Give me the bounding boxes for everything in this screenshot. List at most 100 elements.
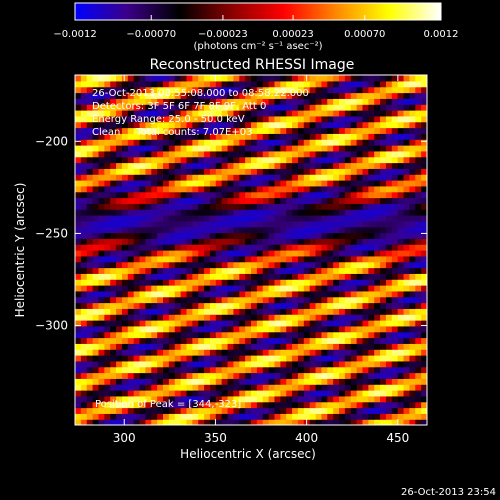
- heatmap-cell: [133, 395, 141, 403]
- heatmap-cell: [209, 139, 217, 146]
- heatmap-cell: [86, 302, 94, 309]
- heatmap-cell: [327, 407, 334, 414]
- heatmap-cell: [121, 349, 129, 356]
- heatmap-cell: [145, 360, 152, 368]
- heatmap-cell: [92, 325, 100, 333]
- heatmap-cell: [292, 209, 299, 216]
- heatmap-cell: [297, 413, 305, 420]
- heatmap-cell: [368, 162, 375, 169]
- heatmap-cell: [344, 331, 352, 339]
- heatmap-cell: [192, 98, 199, 105]
- heatmap-cell: [256, 156, 264, 164]
- heatmap-cell: [133, 156, 141, 164]
- heatmap-cell: [157, 384, 164, 391]
- heatmap-cell: [75, 296, 82, 304]
- heatmap-cell: [92, 285, 100, 292]
- heatmap-cell: [309, 308, 317, 315]
- heatmap-cell: [209, 372, 217, 379]
- heatmap-cell: [245, 174, 252, 181]
- heatmap-cell: [315, 180, 322, 187]
- heatmap-cell: [297, 127, 305, 134]
- heatmap-cell: [239, 261, 246, 269]
- heatmap-cell: [327, 360, 334, 368]
- heatmap-cell: [415, 320, 422, 327]
- heatmap-cell: [333, 197, 340, 204]
- heatmap-cell: [286, 325, 293, 333]
- heatmap-cell: [221, 244, 229, 251]
- heatmap-cell: [362, 343, 369, 350]
- heatmap-cell: [309, 232, 317, 239]
- heatmap-cell: [315, 80, 322, 88]
- heatmap-cell: [321, 407, 328, 414]
- heatmap-cell: [339, 355, 346, 362]
- heatmap-cell: [256, 378, 264, 385]
- heatmap-cell: [204, 255, 211, 263]
- heatmap-cell: [374, 314, 381, 321]
- heatmap-cell: [75, 320, 82, 327]
- heatmap-cell: [327, 296, 334, 304]
- heatmap-cell: [139, 250, 146, 257]
- heatmap-cell: [292, 290, 299, 298]
- heatmap-cell: [309, 378, 317, 385]
- heatmap-cell: [409, 349, 416, 356]
- heatmap-cell: [415, 355, 422, 362]
- heatmap-cell: [297, 220, 305, 228]
- heatmap-cell: [204, 215, 211, 222]
- heatmap-cell: [362, 238, 369, 245]
- heatmap-cell: [297, 337, 305, 344]
- heatmap-cell: [403, 203, 410, 210]
- heatmap-cell: [385, 145, 393, 152]
- heatmap-cell: [321, 366, 328, 374]
- heatmap-cell: [344, 384, 352, 391]
- heatmap-cell: [151, 226, 158, 234]
- heatmap-cell: [139, 378, 146, 385]
- heatmap-cell: [80, 115, 88, 123]
- heatmap-cell: [362, 86, 369, 94]
- heatmap-cell: [80, 203, 88, 210]
- heatmap-cell: [403, 80, 410, 88]
- heatmap-cell: [280, 150, 287, 158]
- heatmap-cell: [415, 343, 422, 350]
- heatmap-cell: [198, 209, 205, 216]
- heatmap-cell: [104, 150, 111, 158]
- heatmap-cell: [315, 150, 322, 158]
- heatmap-cell: [215, 86, 223, 94]
- heatmap-cell: [75, 395, 82, 403]
- heatmap-cell: [303, 185, 311, 193]
- heatmap-cell: [344, 407, 352, 414]
- heatmap-cell: [292, 401, 299, 409]
- heatmap-cell: [121, 121, 129, 129]
- plot-frame: [74, 74, 428, 426]
- heatmap-cell: [104, 267, 111, 274]
- heatmap-cell: [151, 127, 158, 134]
- heatmap-cell: [198, 121, 205, 129]
- heatmap-cell: [239, 168, 246, 175]
- heatmap-cell: [327, 255, 334, 263]
- heatmap-cell: [251, 320, 258, 327]
- heatmap-cell: [374, 279, 381, 286]
- heatmap-cell: [180, 395, 188, 403]
- heatmap-cell: [397, 98, 405, 105]
- heatmap-cell: [385, 378, 393, 385]
- heatmap-cell: [262, 290, 270, 298]
- heatmap-cell: [262, 308, 270, 315]
- heatmap-cell: [209, 180, 217, 187]
- heatmap-cell: [286, 273, 293, 280]
- heatmap-cell: [133, 413, 141, 420]
- heatmap-cell: [92, 162, 100, 169]
- heatmap-cell: [157, 104, 164, 111]
- heatmap-cell: [274, 185, 281, 193]
- heatmap-cell: [380, 86, 387, 94]
- heatmap-cell: [339, 86, 346, 94]
- heatmap-cell: [280, 325, 287, 333]
- heatmap-cell: [397, 255, 405, 263]
- heatmap-cell: [421, 115, 427, 123]
- heatmap-cell: [292, 220, 299, 228]
- heatmap-cell: [239, 174, 246, 181]
- heatmap-cell: [198, 273, 205, 280]
- heatmap-cell: [256, 75, 264, 82]
- heatmap-cell: [280, 378, 287, 385]
- heatmap-cell: [256, 267, 264, 274]
- heatmap-cell: [104, 413, 111, 420]
- heatmap-cell: [75, 349, 82, 356]
